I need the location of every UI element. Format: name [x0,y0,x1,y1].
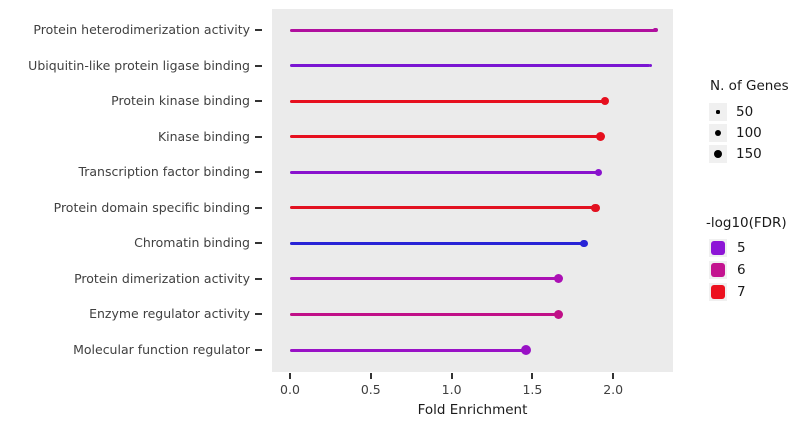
y-axis-tick [255,277,262,280]
size-legend-key [709,145,727,163]
lollipop-point [595,131,605,142]
y-axis-category-label: Protein dimerization activity [74,270,250,286]
y-axis-category-label: Molecular function regulator [73,342,250,358]
y-axis-category-label: Ubiquitin-like protein ligase binding [28,57,250,73]
x-axis-tick-label: 0.5 [360,382,381,397]
color-legend-label: 6 [737,262,746,278]
color-legend-label: 7 [737,284,746,300]
lollipop-point [553,274,563,284]
color-legend-swatch-icon [711,241,725,255]
x-axis-tick-label: 1.0 [441,382,462,397]
lollipop-line [290,28,656,32]
y-axis-category-label: Enzyme regulator activity [89,306,250,322]
lollipop-point [520,345,531,356]
y-axis-tick [255,135,262,138]
y-axis-category-label: Protein kinase binding [111,93,250,109]
lollipop-point [648,63,653,68]
lollipop-line [290,348,526,352]
y-axis-tick [255,64,262,67]
size-legend-dot-icon [714,129,722,137]
lollipop-line [290,277,559,281]
lollipop-point [591,203,600,213]
x-axis-tick [531,373,534,379]
y-axis-tick [255,171,262,174]
size-legend-key [709,103,727,121]
lollipop-point [553,309,563,319]
x-axis-tick [612,373,615,379]
x-axis-tick-label: 1.5 [522,382,543,397]
color-legend-key [709,283,727,301]
lollipop-line [290,170,599,174]
color-legend-swatch-icon [711,263,725,277]
color-legend-key [709,261,727,279]
x-axis-tick [450,373,453,379]
color-legend-swatch-icon [711,285,725,299]
y-axis-category-label: Protein heterodimerization activity [33,22,250,37]
lollipop-point [652,27,658,33]
size-legend-dot-icon [716,110,720,114]
plot-panel [272,9,673,372]
size-legend-label: 50 [736,104,754,120]
y-axis-tick [255,349,262,352]
y-axis-category-label: Kinase binding [157,128,250,144]
lollipop-point [600,96,610,106]
lollipop-point [595,168,603,176]
y-axis-tick [255,242,262,245]
y-axis-category-label: Chromatin binding [134,235,250,251]
size-legend-key [709,124,727,142]
lollipop-line [290,135,601,139]
x-axis-tick [369,373,372,379]
y-axis-category-label: Protein domain specific binding [53,199,250,215]
color-legend-title: -log10(FDR) [706,215,787,231]
y-axis-tick [255,29,262,31]
y-axis-tick [255,313,262,316]
lollipop-line [290,241,585,245]
lollipop-line [290,99,606,103]
size-legend-label: 100 [736,125,762,141]
size-legend-label: 150 [736,146,762,162]
lollipop-line [290,312,559,316]
lollipop-point [580,239,588,248]
y-axis-tick [255,206,262,209]
x-axis-tick-label: 0.0 [280,382,300,397]
lollipop-line [290,206,596,210]
size-legend-title: N. of Genes [710,78,789,94]
x-axis-title: Fold Enrichment [417,402,528,418]
lollipop-line [290,64,651,68]
y-axis-tick [255,100,262,103]
y-axis-category-label: Transcription factor binding [78,164,250,180]
color-legend-label: 5 [737,240,746,256]
x-axis-tick [289,373,291,379]
color-legend-key [709,239,727,257]
x-axis-tick-label: 2.0 [603,382,624,397]
size-legend-dot-icon [714,150,722,158]
